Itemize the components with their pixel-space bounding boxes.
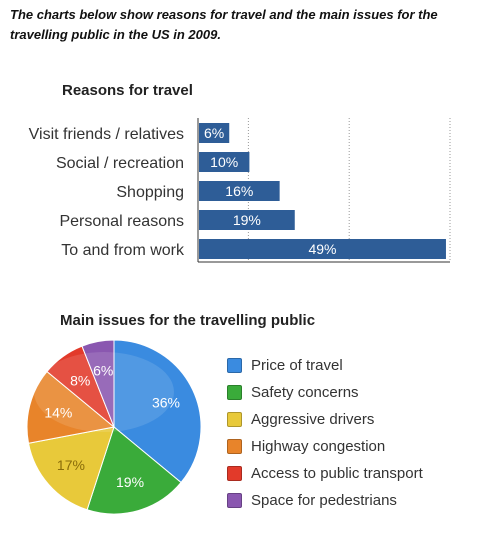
pie-chart-title: Main issues for the travelling public [60, 312, 316, 329]
bar-category-label: To and from work [61, 242, 185, 259]
bar-value-label: 6% [204, 125, 224, 141]
bar-value-label: 16% [225, 183, 253, 199]
pie-slice [26, 370, 116, 444]
legend-swatch [227, 466, 242, 481]
legend-label: Access to public transport [251, 465, 423, 482]
legend-swatch [227, 493, 242, 508]
bar-category-label: Social / recreation [56, 155, 184, 172]
pie-slice [81, 339, 115, 428]
bar-category-label: Visit friends / relatives [29, 126, 184, 143]
bar [199, 181, 280, 201]
bar [199, 239, 446, 259]
bar-value-label: 49% [308, 241, 336, 257]
bar-value-label: 10% [210, 154, 238, 170]
legend-item: Highway congestion [227, 433, 423, 460]
pie-value-label: 8% [70, 373, 90, 389]
pie-value-label: 36% [152, 395, 180, 411]
legend-swatch [227, 412, 242, 427]
legend-swatch [227, 439, 242, 454]
legend-item: Access to public transport [227, 460, 423, 487]
pie-slice [113, 339, 202, 484]
legend-item: Safety concerns [227, 379, 423, 406]
intro-text: The charts below show reasons for travel… [10, 7, 438, 42]
pie-value-label: 19% [116, 474, 144, 490]
pie-slice [86, 426, 182, 515]
pie-legend: Price of travel Safety concerns Aggressive… [227, 352, 423, 514]
legend-swatch [227, 385, 242, 400]
bar [199, 210, 295, 230]
legend-item: Price of travel [227, 352, 423, 379]
bar-chart: 6% Visit friends / relatives 10% Social / r… [29, 118, 451, 263]
pie-gloss [34, 352, 174, 432]
bar [199, 123, 230, 143]
legend-label: Price of travel [251, 357, 343, 374]
legend-swatch [227, 358, 242, 373]
legend-label: Highway congestion [251, 438, 386, 455]
legend-label: Aggressive drivers [251, 411, 375, 428]
pie-value-label: 6% [93, 363, 113, 379]
pie-value-label: 14% [44, 405, 72, 421]
bar-chart-title: Reasons for travel [62, 82, 193, 99]
legend-item: Aggressive drivers [227, 406, 423, 433]
pie-value-label: 17% [57, 457, 85, 473]
bar-category-label: Personal reasons [59, 213, 184, 230]
bar [199, 152, 250, 172]
legend-label: Space for pedestrians [251, 492, 397, 509]
bar-value-label: 19% [233, 212, 261, 228]
legend-item: Space for pedestrians [227, 487, 423, 514]
pie-slice [27, 426, 115, 511]
legend-label: Safety concerns [251, 384, 359, 401]
bar-category-label: Shopping [116, 184, 184, 201]
